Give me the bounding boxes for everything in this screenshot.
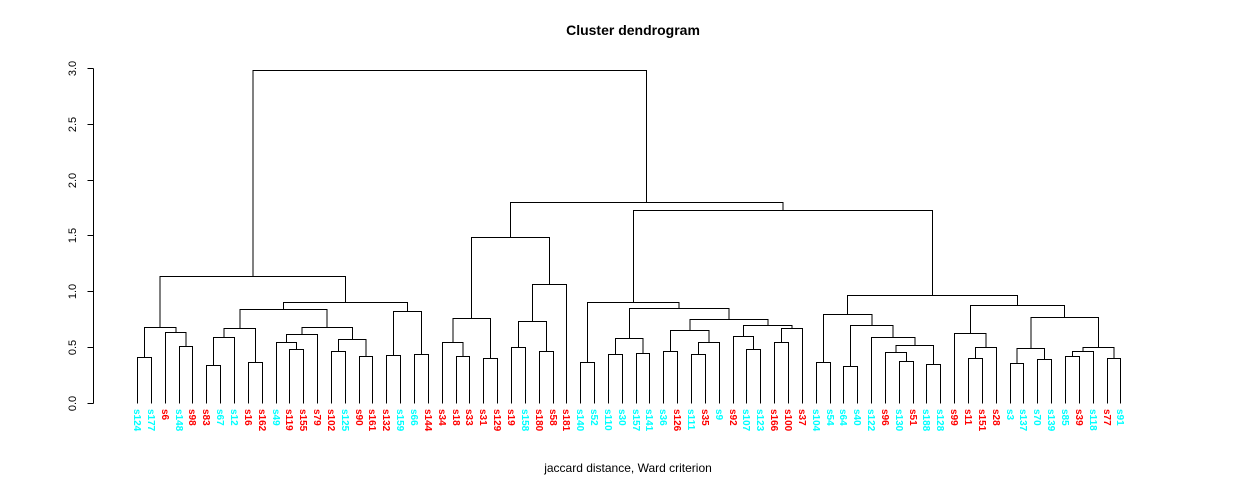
leaf-label: s123 [754,409,765,432]
leaf-label: s37 [796,409,807,426]
leaf-label: s85 [1059,409,1070,426]
leaf-label: s39 [1073,409,1084,426]
leaf-label: s128 [934,409,945,432]
leaf-label: s49 [270,409,281,426]
leaf-label: s54 [824,409,835,426]
y-tick-label: 2.0 [67,173,79,188]
leaf-label: s52 [588,409,599,426]
leaf-label: s137 [1017,409,1028,432]
leaf-label: s34 [436,409,447,426]
leaf-label: s188 [920,409,931,432]
leaf-label: s159 [394,409,405,432]
leaf-label: s177 [145,409,156,432]
leaf-label: s40 [851,409,862,426]
leaf-label: s124 [131,409,142,432]
leaf-label: s30 [616,409,627,426]
leaf-label: s11 [962,409,973,426]
leaf-label: s180 [533,409,544,432]
leaf-label: s166 [768,409,779,432]
y-tick-label: 0.5 [67,340,79,355]
leaf-label: s83 [200,409,211,426]
leaf-label: s100 [782,409,793,432]
leaf-label: s155 [297,409,308,432]
leaf-label: s64 [837,409,848,426]
leaf-label: s118 [1087,409,1098,431]
leaf-label: s122 [865,409,876,432]
leaf-label: s130 [893,409,904,432]
leaf-label: s12 [228,409,239,426]
leaf-label: s6 [159,409,170,421]
leaf-label: s51 [907,409,918,426]
dendrogram-tree [137,70,1121,404]
leaf-label: s33 [463,409,474,426]
leaf-label: s129 [491,409,502,432]
leaf-label: s3 [1004,409,1015,421]
leaf-label: s140 [574,409,585,432]
leaf-label: s148 [173,409,184,432]
leaf-label: s144 [422,409,433,432]
leaf-label: s18 [450,409,461,426]
leaf-label: s132 [380,409,391,432]
leaf-label: s91 [1114,409,1125,426]
chart-xlabel: jaccard distance, Ward criterion [544,461,712,475]
leaf-label: s16 [242,409,253,426]
y-tick-label: 0.0 [67,396,79,411]
leaf-label: s36 [657,409,668,426]
leaf-label: s66 [408,409,419,426]
leaf-label: s99 [948,409,959,426]
leaf-label: s104 [810,409,821,432]
leaf-label: s119 [283,409,294,431]
leaf-label: s102 [325,409,336,432]
leaf-label: s157 [630,409,641,432]
leaf-label: s70 [1031,409,1042,426]
leaf-label: s31 [477,409,488,426]
chart-title: Cluster dendrogram [566,22,700,38]
leaf-label: s181 [560,409,571,432]
leaf-label: s58 [547,409,558,426]
leaf-label: s141 [643,409,654,432]
y-tick-label: 3.0 [67,61,79,76]
leaf-label: s107 [740,409,751,432]
y-axis [87,68,94,404]
leaf-label: s67 [214,409,225,426]
leaf-label: s110 [602,409,613,431]
leaf-label: s19 [505,409,516,426]
leaf-label: s139 [1045,409,1056,432]
leaf-label: s28 [990,409,1001,426]
leaf-label: s151 [976,409,987,432]
leaf-label: s96 [879,409,890,426]
leaf-label: s90 [353,409,364,426]
leaf-label: s35 [699,409,710,426]
leaf-label: s158 [519,409,530,432]
y-tick-label: 1.0 [67,284,79,299]
leaf-label: s161 [366,409,377,432]
leaf-label: s111 [685,409,696,431]
leaf-label: s126 [671,409,682,432]
y-tick-label: 1.5 [67,228,79,243]
leaf-label: s79 [311,409,322,426]
leaf-label: s9 [713,409,724,421]
leaf-label: s162 [256,409,267,432]
leaf-label: s92 [727,409,738,426]
leaf-label: s125 [339,409,350,432]
y-tick-label: 2.5 [67,117,79,132]
leaf-label: s77 [1101,409,1112,426]
leaf-label: s98 [186,409,197,426]
